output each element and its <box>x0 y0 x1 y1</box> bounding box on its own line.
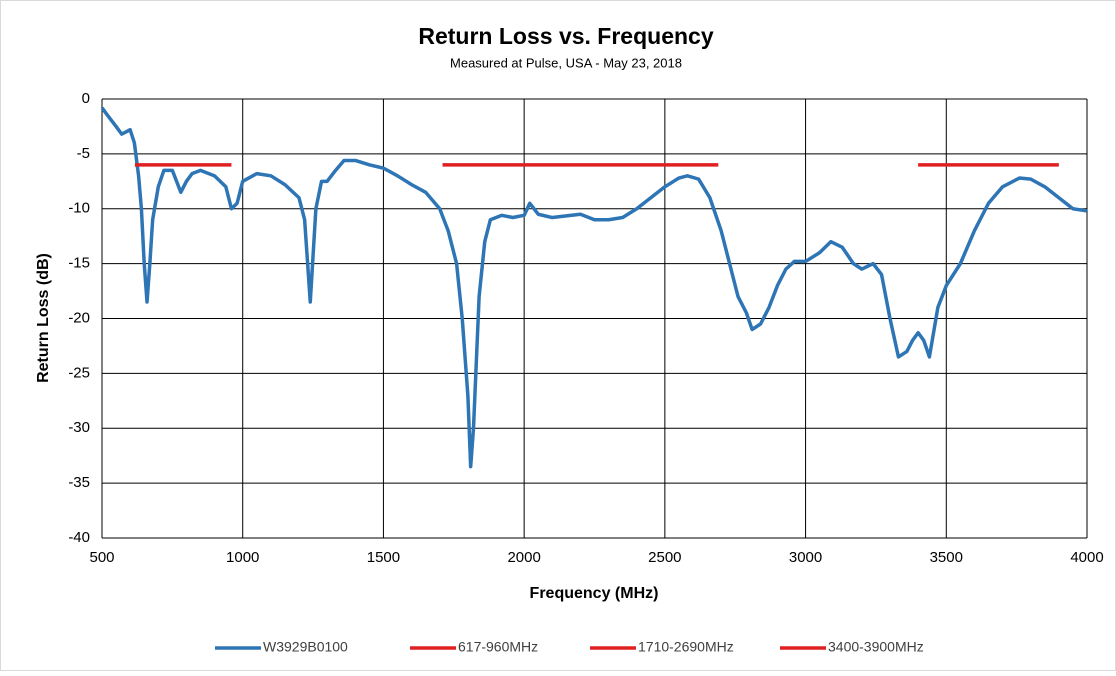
y-tick-label: -25 <box>68 364 90 381</box>
x-tick-label: 2000 <box>507 549 540 566</box>
legend-label: W3929B0100 <box>263 639 348 655</box>
x-tick-label: 1000 <box>226 549 259 566</box>
y-tick-label: -35 <box>68 474 90 491</box>
legend-label: 617-960MHz <box>458 639 538 655</box>
x-tick-label: 1500 <box>367 549 400 566</box>
x-tick-label: 4000 <box>1070 549 1103 566</box>
chart-subtitle: Measured at Pulse, USA - May 23, 2018 <box>450 55 682 70</box>
y-tick-label: -5 <box>77 145 90 162</box>
x-tick-label: 3500 <box>930 549 963 566</box>
series-line <box>100 106 1088 469</box>
x-tick-label: 2500 <box>648 549 681 566</box>
y-tick-label: -30 <box>68 419 90 436</box>
x-axis-label: Frequency (MHz) <box>530 585 659 602</box>
y-tick-label: -40 <box>68 529 90 546</box>
x-tick-label: 500 <box>89 549 114 566</box>
chart-title: Return Loss vs. Frequency <box>418 23 713 49</box>
x-tick-label: 3000 <box>789 549 822 566</box>
y-tick-label: -15 <box>68 255 90 272</box>
legend-label: 1710-2690MHz <box>638 639 734 655</box>
legend-label: 3400-3900MHz <box>828 639 924 655</box>
y-axis-label: Return Loss (dB) <box>35 253 52 383</box>
y-tick-label: -20 <box>68 309 90 326</box>
y-tick-label: 0 <box>82 90 90 107</box>
y-tick-label: -10 <box>68 200 90 217</box>
